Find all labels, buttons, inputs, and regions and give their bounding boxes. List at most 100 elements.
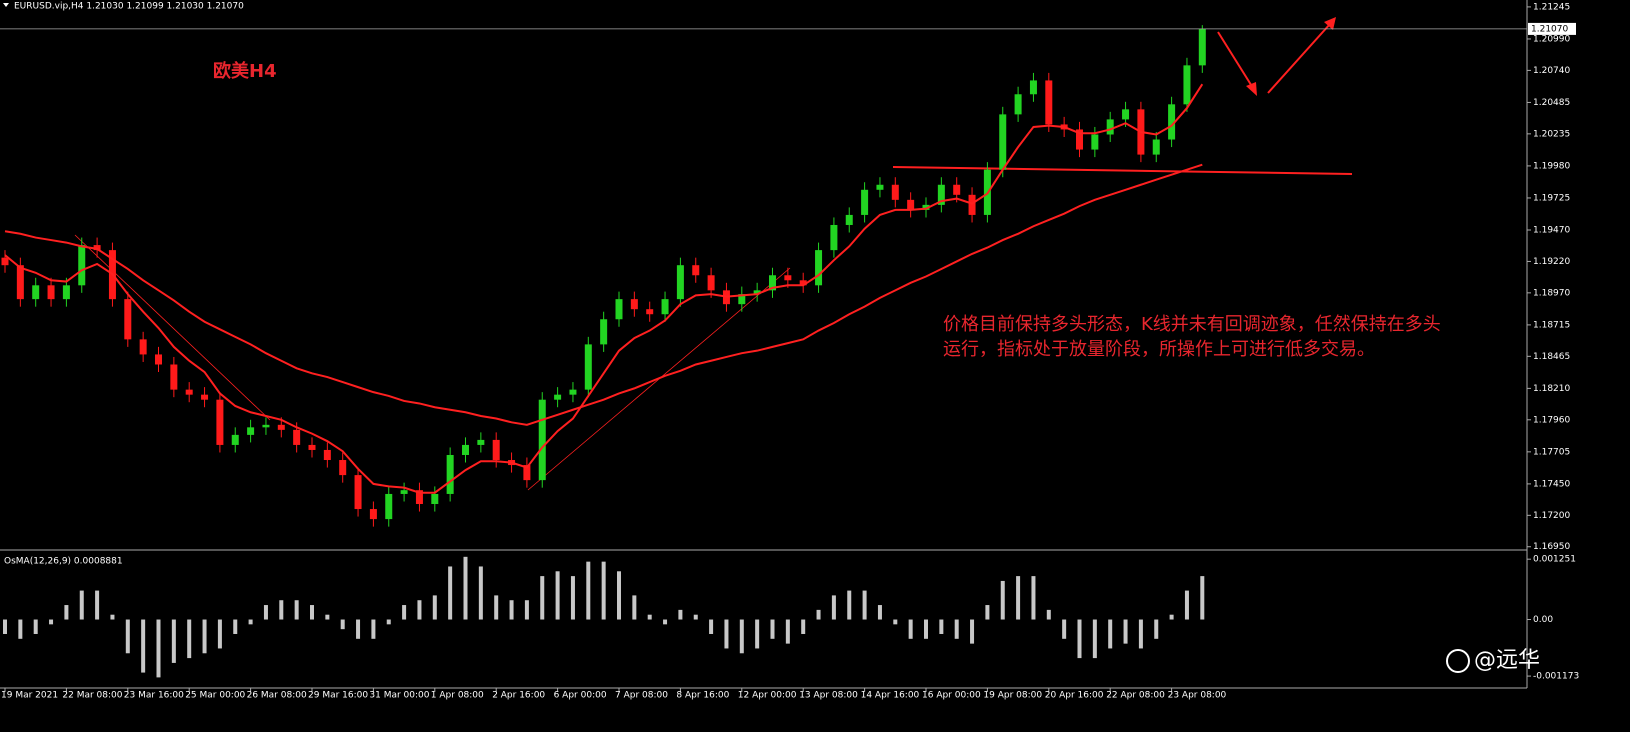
y-tick-label: 1.19980 (1533, 161, 1570, 171)
y-tick-label: 1.18210 (1533, 384, 1570, 394)
histogram-bar (417, 600, 422, 620)
trend-line (74, 234, 271, 421)
candle-body (876, 184, 884, 190)
candle-body (937, 184, 945, 205)
histogram-bar (125, 619, 130, 654)
x-tick-label: 20 Apr 16:00 (1045, 691, 1104, 701)
candle-body (1106, 119, 1114, 135)
histogram-bar (1031, 576, 1036, 620)
candle-body (630, 299, 638, 310)
histogram-bar (831, 595, 836, 620)
histogram-bar (310, 605, 314, 620)
candle-body (369, 509, 377, 520)
candle-body (692, 265, 700, 276)
histogram-bar (1077, 619, 1082, 659)
histogram-bar (1092, 619, 1097, 659)
arrow-head (1324, 17, 1336, 30)
x-tick-label: 19 Mar 2021 (1, 691, 58, 701)
candle-body (1168, 104, 1176, 140)
candle-body (1183, 65, 1191, 105)
arrow (1267, 23, 1331, 94)
symbol-info: EURUSD.vip,H4 1.21030 1.21099 1.21030 1.… (14, 2, 244, 12)
histogram-bar (187, 619, 192, 659)
histogram-bar (18, 619, 23, 639)
histogram-bar (248, 619, 253, 625)
histogram-bar (33, 619, 38, 634)
y-tick-label: 0.00 (1533, 615, 1553, 625)
candle-body (339, 460, 347, 476)
candle-body (830, 224, 838, 251)
candle-body (323, 449, 331, 461)
candle-body (1014, 94, 1022, 115)
candle-body (1122, 109, 1130, 120)
histogram-bar (1138, 619, 1143, 649)
histogram-bar (95, 590, 100, 620)
support-line (892, 166, 1353, 175)
histogram-bar (524, 600, 529, 620)
histogram-bar (770, 619, 775, 639)
histogram-bar (217, 619, 222, 649)
histogram-bar (432, 595, 437, 620)
moving-average (4, 163, 1203, 426)
y-tick-label: 1.20740 (1533, 66, 1570, 76)
x-tick-label: 19 Apr 08:00 (983, 691, 1042, 701)
histogram-bar (739, 619, 744, 654)
histogram-bar (402, 605, 407, 620)
candle-body (523, 465, 531, 481)
histogram-bar (1169, 614, 1174, 620)
histogram-bar (693, 614, 698, 620)
histogram-bar (1062, 619, 1067, 639)
y-tick-label: 1.17200 (1533, 511, 1570, 521)
candle-body (815, 250, 823, 286)
candle-body (784, 275, 792, 281)
watermark: @远华 (1474, 648, 1540, 673)
histogram-bar (1108, 619, 1113, 649)
histogram-bar (263, 605, 268, 620)
histogram-bar (1200, 576, 1205, 620)
histogram-bar (847, 590, 852, 620)
histogram-bar (586, 561, 591, 620)
candle-body (861, 189, 869, 215)
candle-body (1091, 134, 1099, 150)
histogram-bar (1154, 619, 1159, 639)
histogram-bar (709, 619, 714, 634)
histogram-bar (570, 576, 575, 620)
histogram-bar (1046, 609, 1051, 620)
x-tick-label: 22 Apr 08:00 (1106, 691, 1165, 701)
candle-body (185, 389, 193, 395)
candle-body (293, 429, 301, 445)
y-tick-label: 1.16950 (1533, 542, 1570, 552)
candle-body (201, 394, 209, 400)
candle-body (753, 290, 761, 295)
y-tick-label: 1.17705 (1533, 447, 1570, 457)
histogram-bar (1000, 580, 1005, 620)
histogram-bar (325, 614, 330, 620)
histogram-bar (601, 561, 606, 620)
candle-body (1152, 139, 1160, 155)
candle-body (170, 364, 178, 390)
histogram-bar (3, 619, 7, 634)
candle-body (139, 339, 147, 355)
current-price-box (1528, 22, 1576, 35)
candle-body (78, 245, 86, 286)
candle-body (277, 424, 285, 430)
x-tick-label: 23 Apr 08:00 (1168, 691, 1227, 701)
histogram-bar (371, 619, 376, 639)
histogram-bar (954, 619, 959, 639)
y-tick-label: 1.20990 (1533, 34, 1570, 44)
candle-body (538, 399, 546, 481)
histogram-bar (202, 619, 207, 654)
histogram-bar (893, 619, 898, 625)
candle-body (400, 490, 408, 494)
histogram-bar (294, 600, 299, 620)
menu-triangle (3, 3, 9, 7)
candle-body (676, 265, 684, 300)
histogram-bar (1016, 576, 1021, 620)
x-tick-label: 29 Mar 16:00 (308, 691, 368, 701)
histogram-bar (647, 614, 652, 620)
histogram-bar (141, 619, 146, 673)
candle-body (554, 394, 562, 400)
watermark-logo (1446, 649, 1470, 673)
y-tick-label: 0.001251 (1533, 555, 1576, 565)
